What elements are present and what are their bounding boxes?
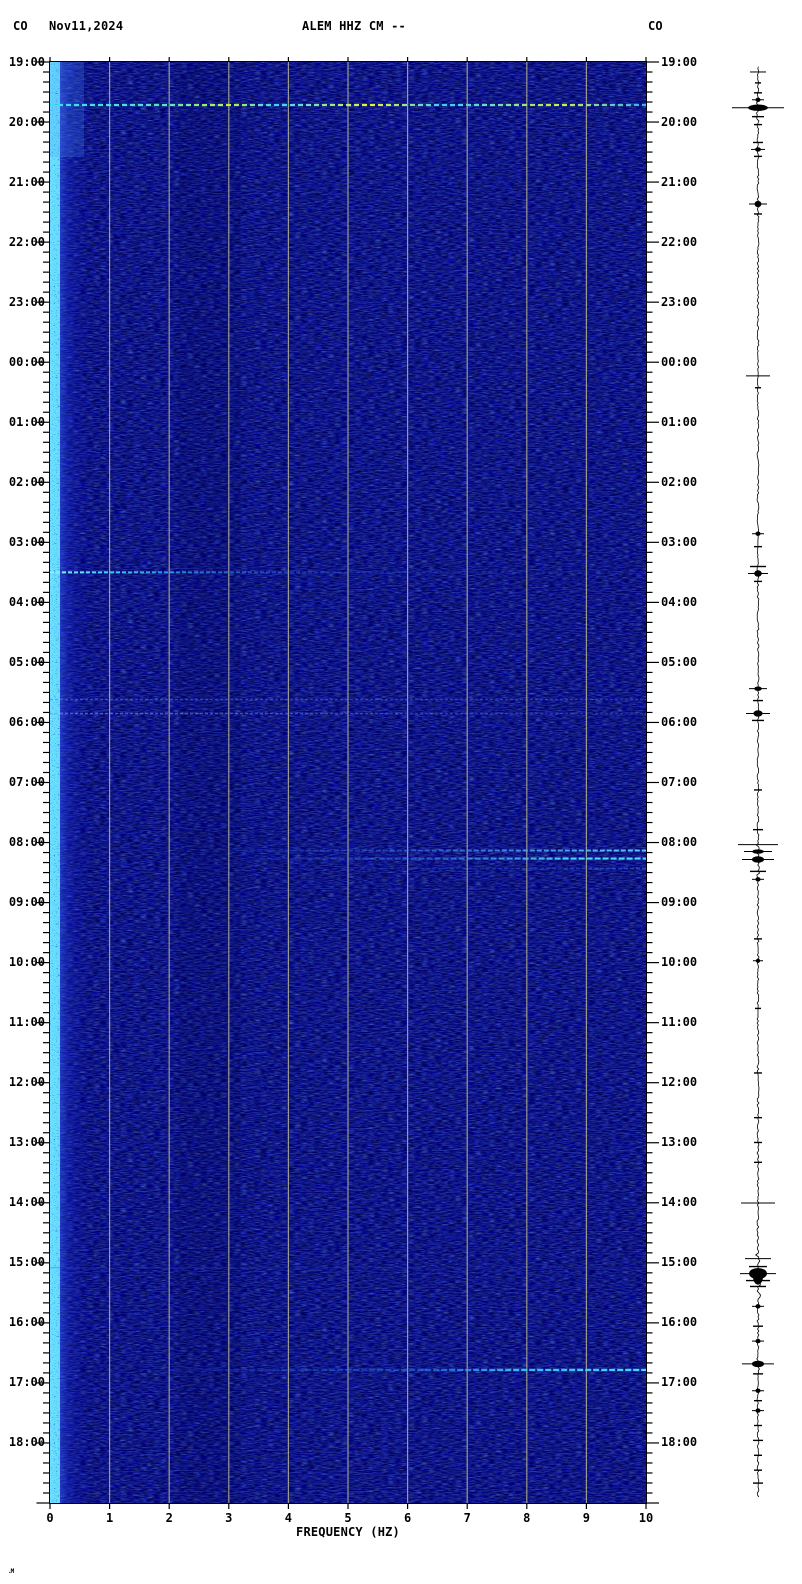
x-axis-tick-label: 10: [638, 1511, 654, 1525]
y-axis-label-left: 05:00: [8, 654, 45, 669]
x-axis-tick-label: 9: [582, 1511, 591, 1525]
y-axis-label-right: 11:00: [661, 1015, 698, 1030]
y-axis-label-left: 03:00: [8, 534, 45, 549]
y-axis-label-right: 03:00: [661, 534, 698, 549]
x-axis-tick-label: 5: [344, 1511, 352, 1525]
y-axis-label-left: 16:00: [8, 1315, 45, 1330]
network-code-right: CO: [648, 19, 663, 33]
network-code-left: CO: [13, 19, 28, 33]
y-axis-label-left: 06:00: [8, 714, 45, 729]
y-axis-label-left: 19:00: [8, 54, 45, 69]
y-axis-label-right: 22:00: [661, 234, 698, 249]
y-axis-label-left: 17:00: [8, 1375, 45, 1390]
x-axis-title: FREQUENCY (HZ): [296, 1525, 400, 1539]
y-axis-label-right: 14:00: [661, 1195, 698, 1210]
y-axis-label-left: 13:00: [8, 1135, 45, 1150]
y-axis-label-right: 17:00: [661, 1375, 698, 1390]
x-axis-tick-label: 1: [105, 1511, 114, 1525]
y-axis-label-left: 22:00: [8, 234, 45, 249]
y-axis-label-right: 18:00: [661, 1435, 698, 1450]
x-axis-tick-label: 7: [463, 1511, 471, 1525]
x-axis-tick-label: 0: [46, 1511, 54, 1525]
y-axis-label-left: 11:00: [8, 1015, 45, 1030]
y-axis-label-right: 05:00: [661, 654, 698, 669]
y-axis-label-right: 12:00: [661, 1075, 698, 1090]
x-axis-tick-label: 4: [284, 1511, 293, 1525]
corner-artifact: .M: [8, 1568, 14, 1575]
y-axis-label-right: 08:00: [661, 835, 698, 850]
y-axis-label-left: 15:00: [8, 1255, 45, 1270]
y-axis-label-right: 23:00: [661, 294, 698, 309]
y-axis-label-left: 12:00: [8, 1075, 45, 1090]
y-axis-label-left: 09:00: [8, 895, 45, 910]
y-axis-label-right: 09:00: [661, 895, 698, 910]
y-axis-label-left: 00:00: [8, 354, 45, 369]
y-axis-label-right: 04:00: [661, 594, 698, 609]
y-axis-label-right: 21:00: [661, 174, 698, 189]
x-axis-tick-label: 3: [225, 1511, 233, 1525]
x-axis-tick-label: 2: [165, 1511, 173, 1525]
y-axis-label-left: 08:00: [8, 835, 45, 850]
y-axis-label-left: 20:00: [8, 114, 45, 129]
y-axis-label-left: 10:00: [8, 955, 45, 970]
x-axis-tick-label: 6: [403, 1511, 412, 1525]
y-axis-label-right: 00:00: [661, 354, 698, 369]
y-axis-label-left: 14:00: [8, 1195, 45, 1210]
y-axis-label-left: 01:00: [8, 414, 45, 429]
y-axis-label-right: 16:00: [661, 1315, 698, 1330]
y-axis-label-right: 10:00: [661, 955, 698, 970]
y-axis-label-left: 18:00: [8, 1435, 45, 1450]
y-axis-label-right: 20:00: [661, 114, 698, 129]
y-axis-label-left: 07:00: [8, 774, 45, 789]
y-axis-label-right: 15:00: [661, 1255, 698, 1270]
y-axis-label-left: 21:00: [8, 174, 45, 189]
y-axis-label-right: 02:00: [661, 474, 698, 489]
date-label: Nov11,2024: [49, 19, 124, 33]
y-axis-label-left: 04:00: [8, 594, 45, 609]
y-axis-label-right: 01:00: [661, 414, 698, 429]
y-axis-label-right: 19:00: [661, 54, 698, 69]
y-axis-label-right: 13:00: [661, 1135, 698, 1150]
station-title: ALEM HHZ CM --: [302, 19, 406, 33]
y-axis-label-left: 02:00: [8, 474, 45, 489]
y-axis-label-right: 06:00: [661, 714, 698, 729]
y-axis-label-left: 23:00: [8, 294, 45, 309]
x-axis-tick-label: 8: [523, 1511, 531, 1525]
y-axis-label-right: 07:00: [661, 774, 698, 789]
